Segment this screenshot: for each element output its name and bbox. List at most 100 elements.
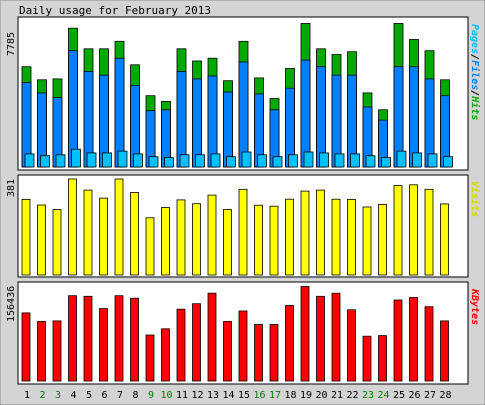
bar-pages-day-26	[412, 152, 422, 168]
bar-pages-day-20	[319, 152, 329, 168]
bar-pages-day-21	[334, 153, 345, 168]
bar-kbytes-day-28	[440, 320, 449, 382]
bar-kbytes-day-22	[347, 309, 356, 382]
bar-pages-day-19	[303, 151, 314, 168]
bar-visits-day-16	[254, 204, 263, 276]
bar-kbytes-day-3	[52, 320, 62, 382]
bar-visits-day-12	[192, 203, 201, 276]
legend-files: Files	[469, 60, 481, 90]
bar-pages-day-10	[164, 157, 174, 168]
x-label-day-8: 8	[132, 390, 138, 401]
x-label-day-6: 6	[101, 390, 107, 401]
bar-files-day-7	[114, 57, 125, 168]
x-label-day-13: 13	[207, 390, 219, 401]
x-label-day-12: 12	[191, 390, 203, 401]
bar-visits-day-10	[161, 207, 170, 276]
bar-pages-day-27	[427, 153, 438, 168]
chart-title: Daily usage for February 2013	[19, 4, 211, 17]
bar-pages-day-5	[86, 152, 97, 168]
bar-kbytes-day-26	[409, 297, 418, 382]
bar-visits-day-28	[440, 203, 449, 276]
legend-visits: Visits	[469, 181, 481, 217]
bar-pages-day-11	[179, 154, 190, 168]
legend-sep-2: /	[469, 90, 480, 96]
bar-visits-day-24	[378, 203, 387, 276]
bar-kbytes-day-6	[99, 308, 108, 382]
bar-visits-day-13	[207, 194, 217, 276]
bar-pages-day-3	[55, 154, 66, 168]
bar-visits-day-18	[285, 198, 294, 276]
legend-pages: Pages	[469, 24, 480, 54]
bar-pages-day-17	[272, 156, 283, 168]
x-label-day-20: 20	[315, 390, 327, 401]
bar-visits-day-7	[114, 178, 124, 276]
bar-pages-day-1	[24, 153, 35, 168]
bar-files-day-21	[331, 74, 342, 168]
bar-files-day-14	[223, 91, 233, 168]
bar-kbytes-day-11	[176, 308, 186, 382]
bar-pages-day-24	[381, 157, 391, 168]
x-label-day-21: 21	[331, 390, 343, 401]
x-label-day-15: 15	[238, 390, 250, 401]
x-label-day-18: 18	[284, 390, 296, 401]
x-label-day-22: 22	[346, 390, 358, 401]
bar-pages-day-2	[40, 155, 50, 168]
bar-pages-day-8	[133, 153, 143, 168]
x-label-day-24: 24	[377, 390, 389, 401]
x-label-day-14: 14	[222, 390, 234, 401]
bar-visits-day-1	[21, 198, 31, 276]
bar-visits-day-26	[409, 184, 418, 276]
legend-kbytes: KBytes	[469, 288, 480, 325]
bar-kbytes-day-18	[285, 305, 294, 382]
bars-kbytes	[21, 286, 449, 382]
bar-kbytes-day-20	[316, 295, 325, 382]
bar-pages-day-12	[195, 154, 205, 168]
bar-visits-day-8	[130, 191, 139, 276]
bar-files-day-12	[192, 78, 202, 168]
bar-visits-day-2	[37, 204, 46, 276]
bar-kbytes-day-2	[37, 321, 46, 382]
bar-pages-day-18	[288, 154, 298, 168]
bar-kbytes-day-16	[254, 324, 263, 382]
x-label-day-4: 4	[70, 390, 76, 401]
bar-kbytes-day-27	[424, 306, 434, 382]
bar-visits-day-19	[300, 190, 310, 276]
x-label-day-2: 2	[39, 390, 45, 401]
x-label-day-10: 10	[160, 390, 172, 401]
bar-kbytes-day-17	[269, 324, 279, 382]
bar-visits-day-14	[223, 209, 232, 276]
bar-kbytes-day-24	[378, 335, 387, 382]
bar-pages-day-16	[257, 154, 267, 168]
bar-visits-day-4	[68, 178, 77, 276]
bar-files-day-15	[238, 61, 249, 168]
x-label-day-26: 26	[408, 390, 420, 401]
bar-pages-day-23	[365, 155, 376, 168]
bar-visits-day-22	[347, 198, 356, 276]
bar-kbytes-day-1	[21, 312, 31, 382]
bar-pages-day-28	[443, 156, 453, 168]
bar-visits-day-9	[145, 217, 155, 276]
y-max-label-visits: 381	[6, 179, 17, 197]
x-label-day-28: 28	[439, 390, 451, 401]
x-label-day-16: 16	[253, 390, 265, 401]
bar-pages-day-15	[241, 151, 252, 168]
bar-kbytes-day-12	[192, 303, 201, 382]
bar-files-day-11	[176, 71, 187, 168]
bar-visits-day-17	[269, 205, 279, 276]
legend-hits-files-pages: Pages/Files/Hits	[469, 24, 481, 120]
bar-pages-day-7	[117, 150, 128, 168]
legend-hits: Hits	[469, 95, 481, 120]
bar-pages-day-4	[71, 148, 81, 168]
bar-files-day-26	[409, 66, 419, 168]
bar-pages-day-22	[350, 153, 360, 168]
bar-kbytes-day-19	[300, 286, 310, 382]
x-label-day-3: 3	[55, 390, 61, 401]
x-label-day-27: 27	[424, 390, 436, 401]
bar-visits-day-23	[362, 206, 372, 276]
bar-visits-day-15	[238, 188, 248, 276]
bar-kbytes-day-7	[114, 295, 124, 382]
y-max-label-hits: 7785	[6, 32, 17, 56]
bar-kbytes-day-9	[145, 334, 155, 382]
legend-sep-1: /	[469, 54, 480, 60]
